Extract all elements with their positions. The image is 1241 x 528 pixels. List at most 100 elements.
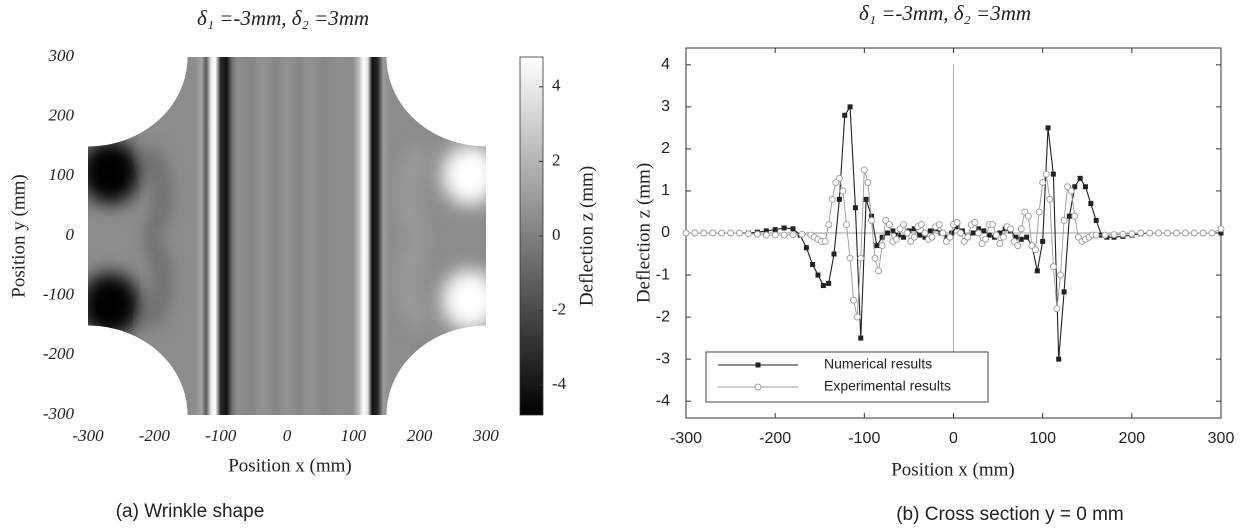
marker (1072, 184, 1078, 190)
y-tick-label: -4 (656, 392, 670, 409)
y-tick-label: 1 (661, 182, 670, 199)
marker (1056, 356, 1062, 362)
marker (1199, 229, 1207, 237)
marker (986, 232, 992, 238)
marker (820, 283, 826, 289)
marker (1053, 305, 1061, 313)
marker (1110, 231, 1118, 239)
marker (928, 233, 936, 241)
marker (875, 267, 883, 275)
marker (1071, 212, 1079, 220)
marker (798, 230, 806, 238)
marker (975, 226, 981, 232)
marker (1190, 229, 1198, 237)
marker (1049, 263, 1057, 271)
y-tick-label: 4 (661, 56, 670, 73)
marker (771, 231, 779, 239)
legend-label: Numerical results (824, 356, 932, 372)
marker (1181, 229, 1189, 237)
marker (1040, 238, 1046, 244)
marker (853, 313, 861, 321)
x-tick-label: 0 (949, 430, 958, 447)
marker (1061, 289, 1067, 295)
marker (863, 196, 869, 202)
y-axis-label: Deflection z (mm) (633, 163, 654, 303)
marker (790, 226, 796, 232)
marker (1067, 187, 1075, 195)
marker (879, 234, 885, 240)
marker (1014, 242, 1022, 250)
colorbar-tick-label: 4 (552, 76, 561, 95)
marker (1128, 230, 1136, 238)
dark-arc (145, 147, 168, 238)
marker (789, 231, 797, 239)
marker (911, 226, 917, 232)
x-tick-label: 100 (341, 426, 367, 445)
marker (917, 221, 925, 229)
marker (753, 230, 761, 238)
marker (843, 221, 850, 229)
marker (885, 230, 891, 236)
x-tick-label: 200 (407, 426, 433, 445)
marker (1032, 246, 1039, 254)
x-tick-label: -200 (139, 426, 171, 445)
marker (852, 205, 858, 211)
marker (999, 233, 1007, 241)
marker (842, 112, 848, 118)
marker (981, 228, 987, 234)
x-axis-label: Position x (mm) (228, 455, 352, 476)
marker (910, 233, 918, 241)
marker (954, 224, 960, 230)
marker (1066, 213, 1072, 219)
marker (901, 234, 907, 240)
chart-title: δ₁ =-3mm, δ₂ =3mm (197, 6, 369, 30)
legend-marker (754, 383, 762, 391)
y-tick-label: -2 (656, 308, 670, 325)
y-tick-label: -3 (656, 350, 670, 367)
marker (922, 234, 928, 240)
chart-title: δ₁ =-3mm, δ₂ =3mm (859, 1, 1031, 25)
colorbar-tick-label: 2 (552, 150, 561, 169)
marker (992, 231, 1000, 239)
marker (1024, 234, 1030, 240)
y-tick-label: 0 (66, 225, 75, 244)
y-axis-label: Position y (mm) (8, 174, 29, 298)
marker (836, 196, 842, 202)
colorbar-tick-label: -2 (552, 299, 566, 318)
marker (949, 230, 955, 236)
marker (1146, 229, 1154, 237)
marker (946, 233, 954, 241)
marker (744, 230, 752, 238)
marker (871, 254, 879, 262)
marker (975, 229, 982, 237)
marker (900, 221, 908, 229)
marker (997, 230, 1003, 236)
marker (762, 231, 770, 239)
y-tick-label: -300 (43, 404, 75, 423)
marker (982, 235, 990, 243)
marker (815, 272, 821, 278)
marker (1024, 212, 1032, 220)
marker (682, 229, 690, 237)
marker (850, 296, 858, 304)
marker (971, 219, 979, 226)
marker (1218, 230, 1224, 236)
marker (903, 229, 911, 237)
x-tick-label: 300 (472, 426, 499, 445)
field-background (88, 57, 486, 415)
marker (1164, 229, 1171, 237)
marker (1060, 216, 1068, 224)
marker (1050, 171, 1056, 177)
wrinkle-field (88, 57, 486, 415)
marker (847, 104, 853, 110)
marker (828, 195, 836, 203)
marker (921, 229, 929, 237)
marker (763, 228, 769, 234)
marker (772, 227, 778, 233)
y-tick-label: 2 (661, 140, 670, 157)
marker (1013, 234, 1019, 240)
marker (709, 229, 717, 237)
marker (1042, 170, 1050, 178)
y-tick-label: -100 (43, 285, 75, 304)
